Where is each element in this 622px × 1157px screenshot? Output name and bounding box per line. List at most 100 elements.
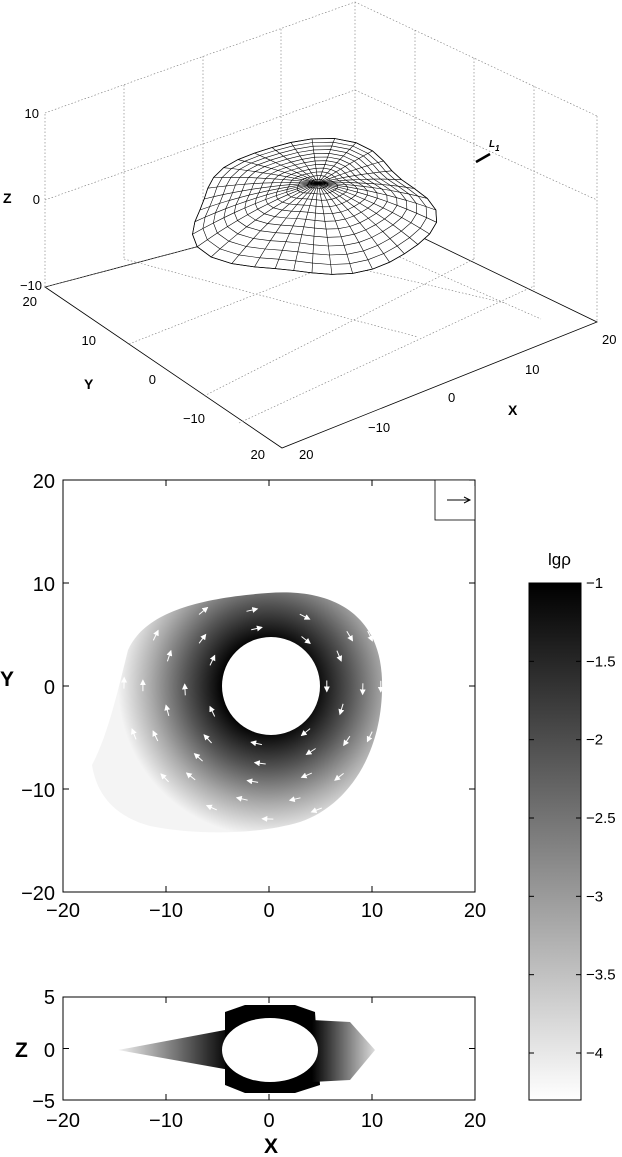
reference-vector-head <box>463 496 472 504</box>
y-tick: 10 <box>82 333 96 348</box>
xy-ytick: 20 <box>33 471 55 493</box>
xz-ytick: 5 <box>44 987 55 1009</box>
colorbar-tick-label: −2.5 <box>586 810 616 827</box>
velocity-vector <box>288 796 301 803</box>
colorbar-gradient <box>528 582 582 1101</box>
velocity-vector <box>160 773 169 783</box>
y-tick: 0 <box>149 372 156 387</box>
x-tick: −10 <box>368 420 390 435</box>
surface-ring-line <box>265 164 368 215</box>
colorbar-tick-label: −3.5 <box>586 967 616 984</box>
surface-ring-line <box>202 141 428 265</box>
l1-marker-arrow <box>475 152 491 164</box>
surface-ring-line <box>296 175 339 195</box>
xz-xtick: −20 <box>46 1110 80 1132</box>
velocity-vector <box>301 636 311 645</box>
density-surface-wireframe <box>192 138 437 275</box>
surface-ring-line <box>254 160 378 222</box>
velocity-vector <box>181 683 188 696</box>
velocity-vector <box>305 748 316 756</box>
xy-ytick: 0 <box>44 677 55 699</box>
velocity-vector <box>133 626 140 638</box>
velocity-vector <box>198 606 209 615</box>
axis-cut-label: 20 <box>299 447 313 462</box>
xy-y-axis-label: Y <box>0 668 14 691</box>
surface-ring-line <box>192 138 437 275</box>
velocity-vector <box>367 630 373 642</box>
z-tick: 0 <box>33 192 40 207</box>
xz-x-axis-label: X <box>264 1135 278 1157</box>
xy-ytick: −10 <box>21 780 55 802</box>
velocity-vector <box>366 731 373 743</box>
velocity-vector <box>253 760 266 767</box>
y-tick: −10 <box>183 411 205 426</box>
xy-ticks <box>62 479 476 893</box>
velocity-vector <box>251 625 263 632</box>
colorbar-tick-label: −1.5 <box>586 653 616 670</box>
surface-ring-line <box>244 156 388 230</box>
velocity-vector <box>164 704 171 717</box>
x-tick: 20 <box>602 332 616 347</box>
x-tick: 0 <box>448 390 455 405</box>
surface-ring-line <box>307 179 329 189</box>
surface-ring-line <box>223 149 408 247</box>
y-tick: 20 <box>251 447 265 462</box>
surface-ring-line <box>213 145 418 256</box>
velocity-vector <box>353 777 363 787</box>
velocity-vector <box>152 730 159 742</box>
panel-xz: 5 0 −5 −20 −10 0 10 20 Z X <box>15 987 486 1157</box>
velocity-vector <box>250 740 263 747</box>
colorbar-ticks <box>529 582 581 1054</box>
velocity-vector <box>203 734 212 744</box>
colorbar-tick-label: −4 <box>586 1045 603 1062</box>
xz-density-left <box>118 1030 230 1070</box>
velocity-vector <box>166 649 173 662</box>
velocity-vector <box>338 703 345 716</box>
xy-xtick: 0 <box>263 900 274 922</box>
velocity-vector <box>209 654 216 666</box>
velocity-vector <box>310 807 322 813</box>
velocity-vector <box>246 778 259 785</box>
l1-label: L1 <box>489 139 500 153</box>
xy-ytick: 10 <box>33 574 55 596</box>
xy-inner-hole <box>222 637 320 735</box>
velocity-vector <box>343 735 351 747</box>
xz-ticks <box>62 996 476 1101</box>
velocity-vector <box>300 772 312 779</box>
xz-xtick: −10 <box>149 1110 183 1132</box>
velocity-vector <box>205 804 218 811</box>
colorbar-tick-label: −3 <box>586 888 603 905</box>
colorbar-tick-label: −2 <box>586 732 603 749</box>
velocity-vector <box>346 631 354 642</box>
velocity-vector <box>300 728 311 737</box>
colorbar: lgρ −1 −1.5 −2 −2.5 −3 −3.5 −4 <box>528 550 616 1101</box>
velocity-vector <box>246 607 259 613</box>
x-axis-label-3d: X <box>508 402 518 418</box>
xz-y-axis-label: Z <box>15 1039 28 1062</box>
xy-xtick: −10 <box>149 900 183 922</box>
velocity-vector <box>209 705 216 717</box>
xz-xtick: 20 <box>464 1110 486 1132</box>
x-tick: 10 <box>525 362 539 377</box>
surface-ring-line <box>275 167 358 208</box>
xy-ytick: −20 <box>21 883 55 905</box>
xz-ytick: 0 <box>44 1040 55 1062</box>
xy-xtick: 10 <box>361 900 383 922</box>
y-axis-label-3d: Y <box>84 376 94 392</box>
z-axis-label: Z <box>3 190 12 206</box>
z-tick: 10 <box>25 106 39 121</box>
z-tick: −10 <box>20 278 42 293</box>
velocity-vector <box>193 753 203 762</box>
velocity-vector <box>334 773 344 781</box>
velocity-vector <box>131 728 137 740</box>
xz-ytick: −5 <box>32 1091 55 1113</box>
y-tick: 20 <box>23 294 37 309</box>
velocity-vector <box>152 629 159 641</box>
panel-3d: 10 0 −10 Z 20 10 0 −10 20 Y −10 0 10 20 … <box>3 1 616 462</box>
velocity-vector <box>198 633 207 644</box>
xy-xtick: 20 <box>464 900 486 922</box>
velocity-vector <box>185 772 196 781</box>
colorbar-label: lgρ <box>548 550 571 569</box>
xz-density-right <box>312 1020 375 1082</box>
